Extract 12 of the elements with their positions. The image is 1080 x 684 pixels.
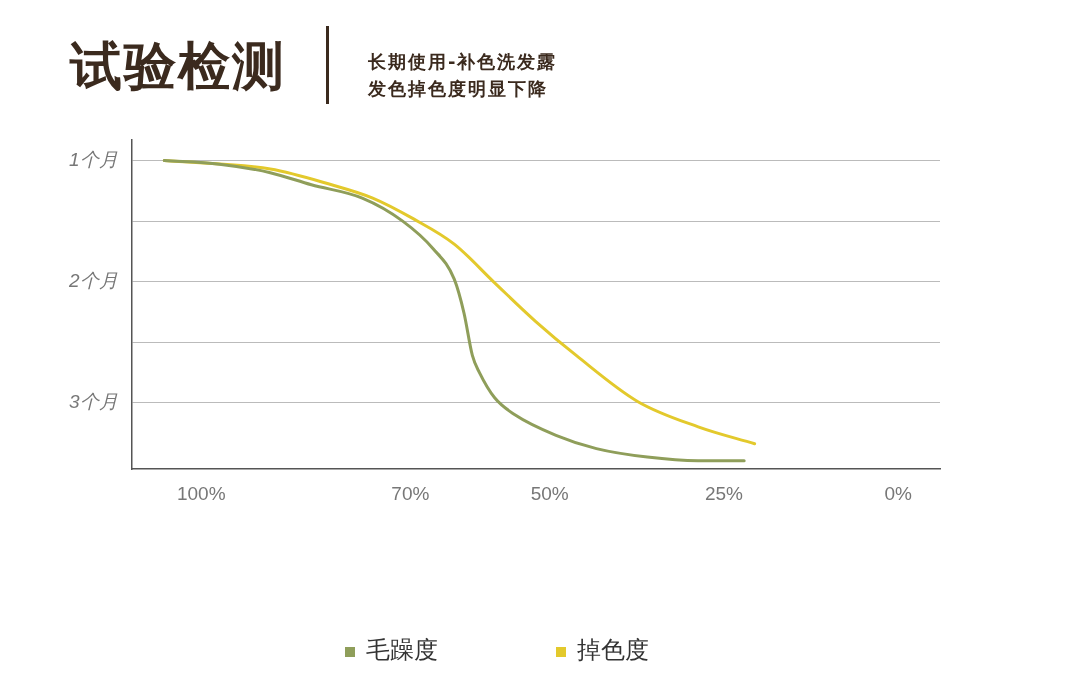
chart-subtitle: 长期使用-补色洗发露发色掉色度明显下降 (368, 50, 559, 101)
x-tick-label: 70% (391, 482, 430, 504)
y-tick-label: 3个月 (68, 390, 118, 412)
chart-title: 试验检测 (70, 35, 286, 98)
y-tick-label: 2个月 (67, 269, 118, 291)
x-tick-label: 50% (530, 482, 569, 504)
x-tick-label: 100% (176, 482, 226, 504)
x-tick-label: 25% (704, 482, 744, 504)
legend-label: 毛躁度 (365, 636, 438, 665)
legend-label: 掉色度 (576, 636, 649, 665)
x-tick-label: 0% (884, 482, 913, 504)
y-tick-label: 1个月 (68, 148, 118, 170)
